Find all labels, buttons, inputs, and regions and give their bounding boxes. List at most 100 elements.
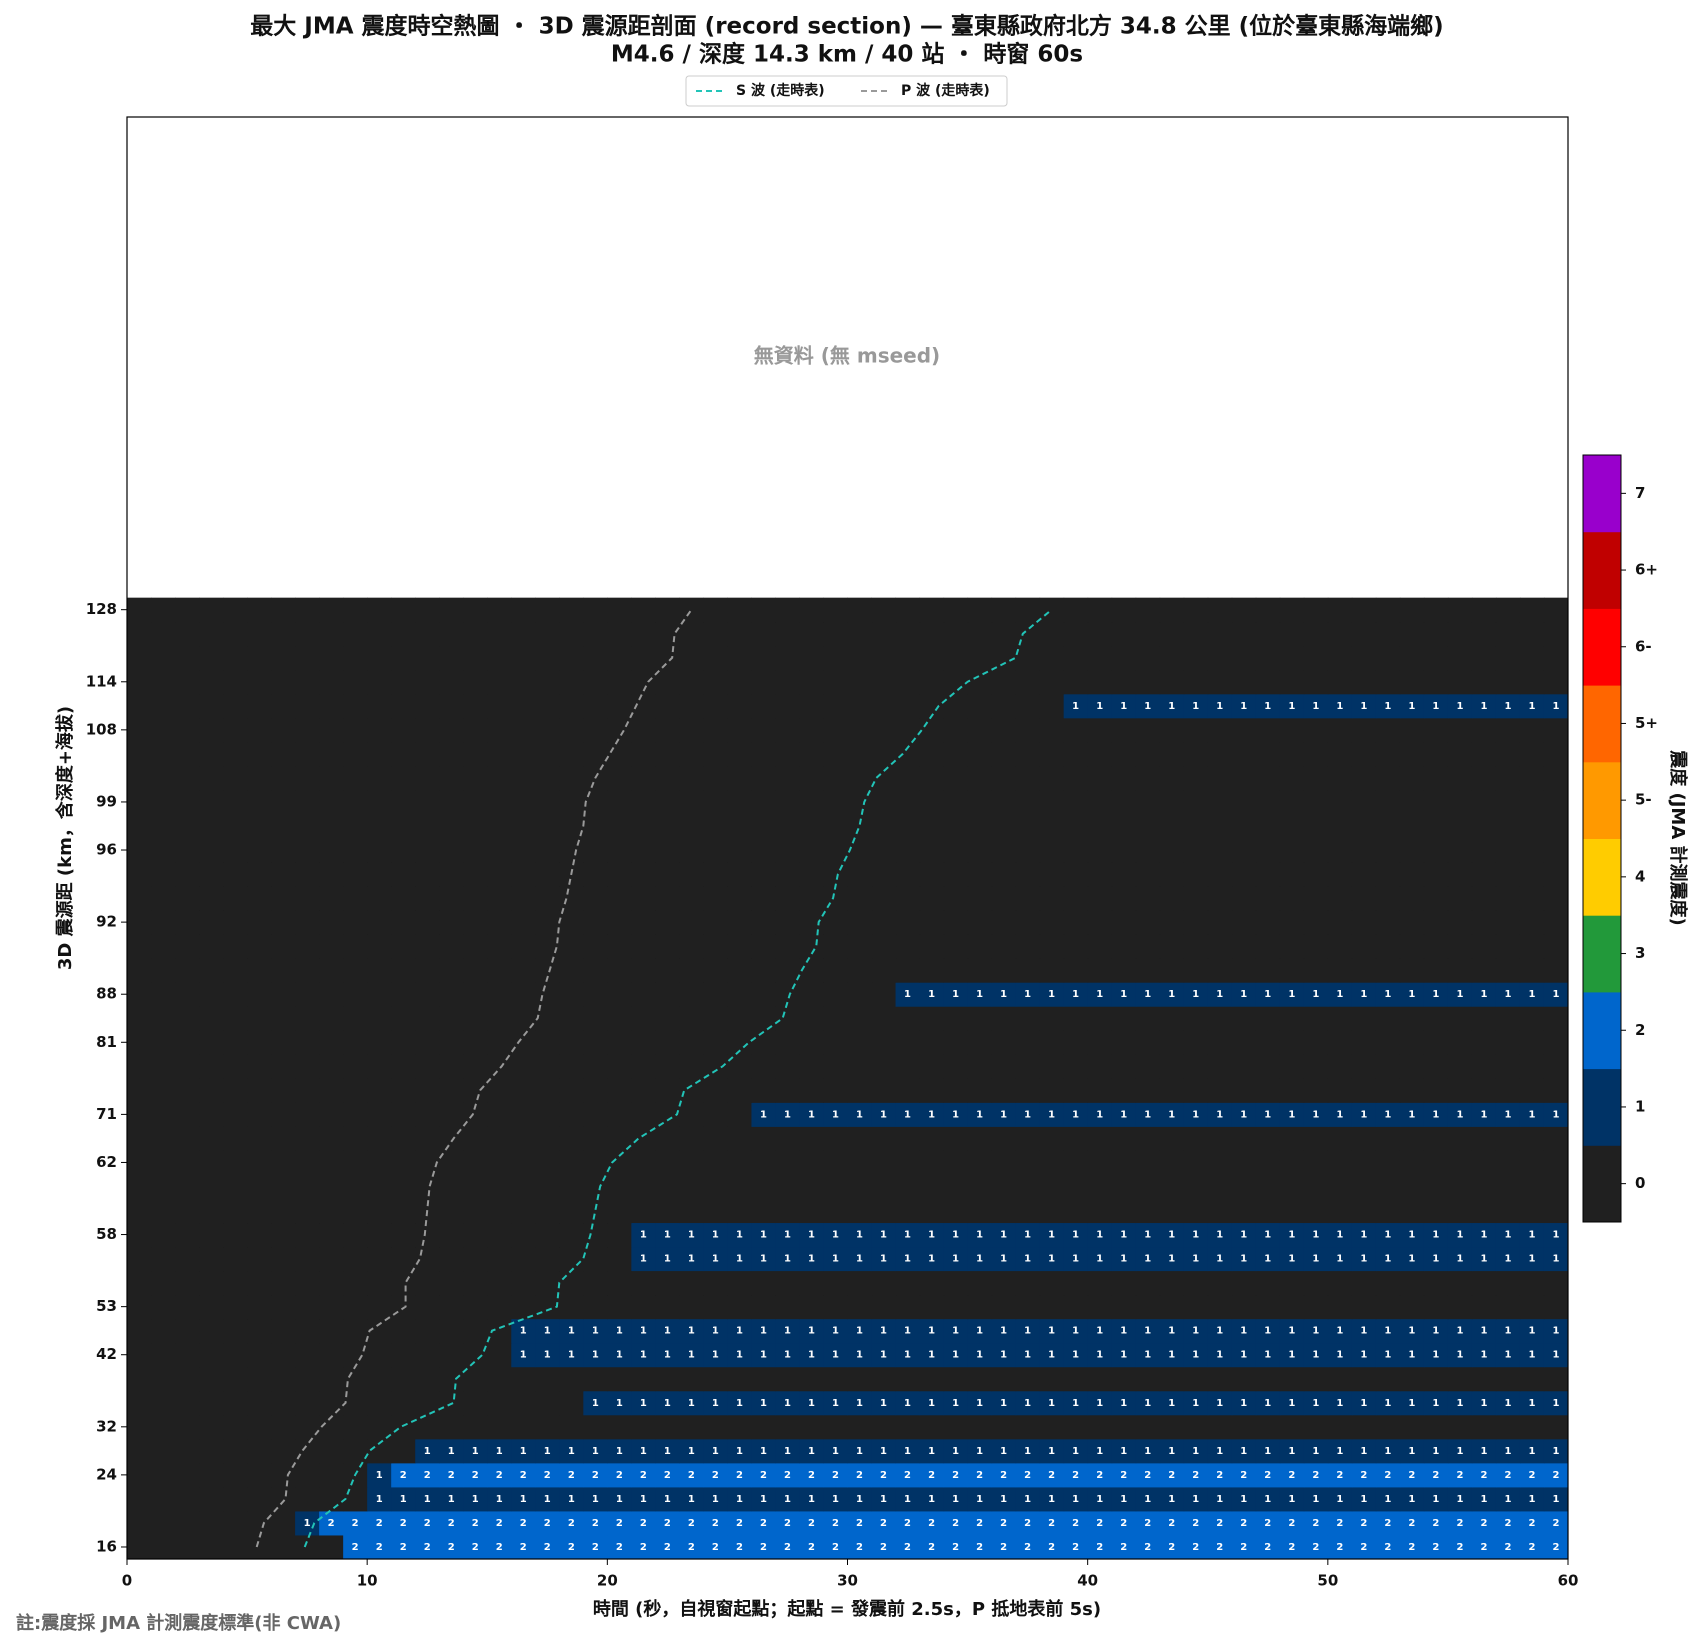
heatmap-cell	[631, 982, 656, 1007]
heatmap-cell	[1303, 1150, 1329, 1175]
heatmap-cell	[295, 1342, 320, 1368]
heatmap-cell	[799, 934, 824, 959]
heatmap-cell	[463, 1486, 488, 1512]
heatmap-cell	[799, 789, 824, 815]
heatmap-cell	[1279, 717, 1305, 743]
heatmap-cell	[1375, 693, 1401, 719]
heatmap-cell	[655, 1390, 680, 1416]
heatmap-cell	[991, 765, 1017, 791]
heatmap-cell	[247, 1006, 272, 1031]
heatmap-cell	[727, 693, 752, 719]
cell-label: 1	[1528, 1446, 1535, 1457]
heatmap-cell	[1111, 693, 1137, 719]
heatmap-cell	[799, 1006, 824, 1031]
heatmap-cell	[1231, 1270, 1257, 1296]
heatmap-cell	[175, 621, 200, 647]
heatmap-cell	[1087, 789, 1113, 815]
heatmap-cell	[1423, 741, 1449, 767]
heatmap-cell	[1495, 1342, 1521, 1368]
heatmap-cell	[391, 621, 416, 647]
cell-label: 1	[736, 1230, 743, 1241]
heatmap-cell	[847, 1174, 873, 1199]
heatmap-cell	[151, 1126, 176, 1151]
heatmap-cell	[1471, 789, 1497, 815]
heatmap-cell	[1423, 1126, 1449, 1151]
cell-label: 1	[1240, 1446, 1247, 1457]
heatmap-cell	[871, 1054, 897, 1079]
heatmap-cell	[1087, 1414, 1113, 1440]
heatmap-cell	[1087, 621, 1113, 647]
cell-label: 2	[904, 1518, 911, 1529]
heatmap-cell	[799, 1198, 824, 1224]
heatmap-cell	[583, 789, 608, 815]
heatmap-cell	[463, 765, 488, 791]
heatmap-cell	[391, 862, 416, 887]
heatmap-cell	[343, 741, 368, 767]
heatmap-cell	[727, 1510, 752, 1536]
heatmap-cell	[151, 765, 176, 791]
cell-label: 1	[1528, 1398, 1535, 1409]
cell-label: 2	[1192, 1542, 1199, 1553]
cell-label: 1	[880, 1446, 887, 1457]
heatmap-cell	[1207, 1414, 1233, 1440]
heatmap-cell	[511, 958, 536, 983]
cell-label: 2	[592, 1470, 599, 1481]
heatmap-cell	[1399, 958, 1425, 983]
heatmap-cell	[823, 1174, 848, 1199]
cell-label: 1	[1048, 1494, 1055, 1505]
heatmap-cell	[1207, 1390, 1233, 1416]
heatmap-cell	[823, 621, 848, 647]
heatmap-cell	[1351, 862, 1377, 887]
cell-label: 1	[640, 1398, 647, 1409]
heatmap-cell	[487, 765, 512, 791]
heatmap-cell	[1255, 621, 1281, 647]
heatmap-cell	[343, 1486, 368, 1512]
heatmap-cell	[223, 645, 248, 671]
cell-label: 2	[544, 1542, 551, 1553]
heatmap-cell	[919, 1342, 945, 1368]
heatmap-cell	[919, 886, 945, 911]
heatmap-cell	[295, 1174, 320, 1199]
heatmap-cell	[703, 1366, 728, 1392]
cell-label: 1	[544, 1350, 551, 1361]
heatmap-cell	[463, 741, 488, 767]
heatmap-cell	[463, 1510, 488, 1536]
heatmap-cell	[439, 910, 464, 935]
heatmap-cell	[127, 621, 152, 647]
heatmap-cell	[1279, 645, 1305, 671]
heatmap-cell	[1447, 789, 1473, 815]
heatmap-cell	[415, 717, 440, 743]
heatmap-cell	[247, 1366, 272, 1392]
heatmap-cell	[1375, 1366, 1401, 1392]
cell-label: 1	[1553, 701, 1560, 712]
heatmap-cell	[271, 1222, 296, 1248]
cell-label: 2	[1264, 1470, 1271, 1481]
cell-label: 1	[1336, 1254, 1343, 1265]
heatmap-cell	[271, 1246, 296, 1272]
heatmap-cell	[1423, 1222, 1449, 1248]
heatmap-cell	[1135, 789, 1161, 815]
heatmap-cell	[199, 1438, 224, 1464]
heatmap-cell	[487, 1102, 512, 1127]
heatmap-cell	[991, 1030, 1017, 1055]
heatmap-cell	[343, 693, 368, 719]
heatmap-cell	[1207, 1318, 1233, 1344]
cell-label: 1	[1144, 1109, 1151, 1120]
cell-label: 1	[856, 1230, 863, 1241]
heatmap-cell	[967, 1198, 993, 1224]
cell-label: 2	[544, 1518, 551, 1529]
heatmap-cell	[463, 886, 488, 911]
heatmap-cell	[1135, 862, 1161, 887]
heatmap-cell	[607, 1318, 632, 1344]
heatmap-cell	[1303, 1438, 1329, 1464]
cell-label: 1	[904, 1254, 911, 1265]
heatmap-cell	[823, 1102, 848, 1127]
heatmap-cell	[679, 789, 704, 815]
heatmap-cell	[1375, 838, 1401, 863]
heatmap-cell	[199, 934, 224, 959]
heatmap-cell	[343, 910, 368, 935]
heatmap-cell	[1159, 1366, 1185, 1392]
heatmap-cell	[1015, 1150, 1041, 1175]
heatmap-cell	[559, 1534, 584, 1560]
heatmap-cell	[319, 1078, 344, 1103]
